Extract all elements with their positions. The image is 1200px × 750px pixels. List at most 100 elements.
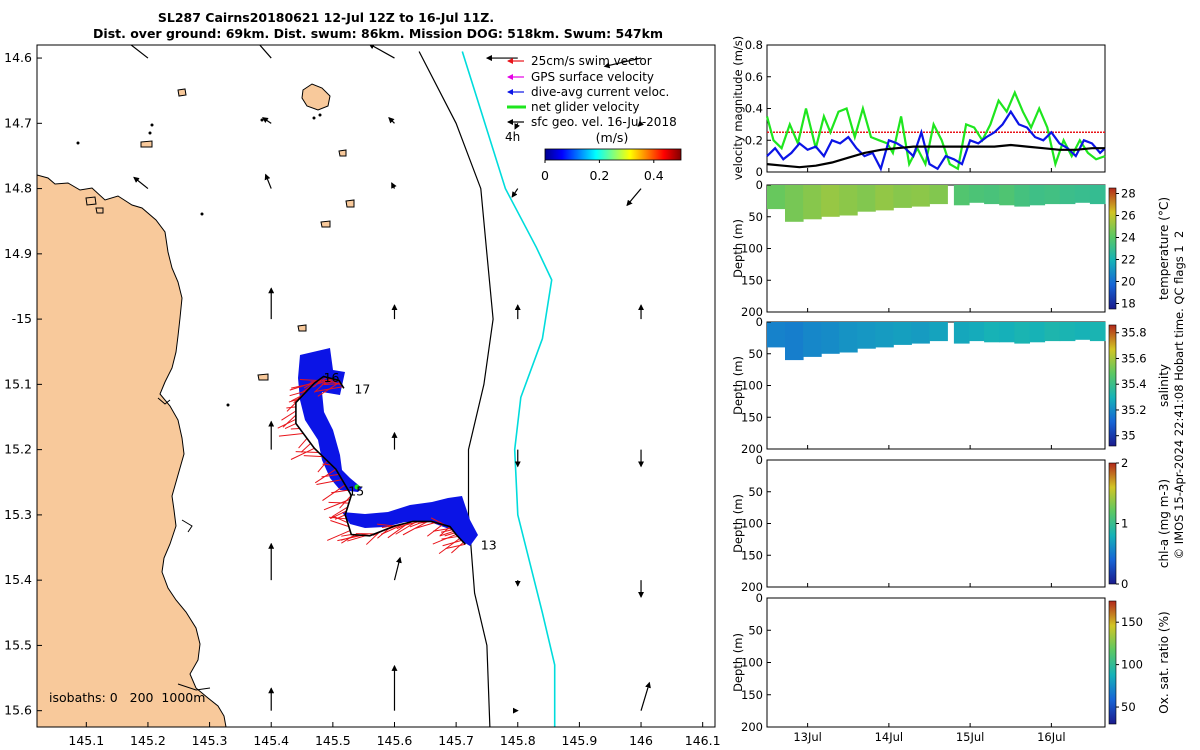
map-y-tick-label: -15	[12, 311, 32, 326]
swim-vector-arrow	[281, 410, 297, 421]
profile-colorbar	[1108, 600, 1117, 725]
map-x-tick-label: 146.1	[685, 733, 721, 748]
velocity-series-line	[765, 89, 1106, 171]
profile-cell	[785, 185, 804, 222]
profile-cell	[1014, 185, 1030, 207]
swim-vector-arrow	[409, 520, 425, 528]
profile-cell	[1044, 185, 1061, 205]
profile-cell	[1089, 185, 1106, 205]
map-y-tick-label: 14.7	[4, 115, 32, 130]
depth-tick-label: 200	[741, 442, 763, 456]
swim-vector-arrow	[330, 519, 350, 528]
day-label: 16	[324, 370, 340, 385]
map-x-tick-label: 145.2	[130, 733, 166, 748]
profile-cell	[1074, 185, 1091, 203]
depth-tick-label: 200	[741, 305, 763, 319]
depth-tick-label: 150	[741, 688, 763, 702]
map-y-tick-label: 14.8	[4, 181, 32, 196]
legend-glider-label: net glider velocity	[531, 100, 639, 114]
depth-tick-label: 50	[748, 485, 763, 499]
day-labels: 16 17 15 13	[324, 370, 497, 553]
glider-track-line	[295, 375, 466, 545]
swim-vector-arrow	[347, 535, 367, 542]
swim-vector-arrow	[439, 526, 451, 536]
profile-colorbar	[1108, 324, 1117, 447]
legend-swim-label: 25cm/s swim vector	[531, 54, 652, 68]
profile-cell	[857, 185, 876, 212]
swim-vector-arrow	[286, 402, 297, 412]
islet	[318, 113, 322, 117]
profile-panel: 0 50 100 150 200 Depth (m) 18 20 22 24 26 28 tempera…	[731, 178, 1171, 319]
islet	[226, 403, 230, 407]
depth-axis-label: Depth (m)	[731, 633, 745, 692]
geo-vector-arrow	[368, 45, 395, 59]
swim-vector-arrow	[445, 543, 466, 550]
island	[177, 88, 187, 97]
map-y-tick-label: 15.4	[4, 572, 32, 587]
swim-vector-arrow	[300, 443, 312, 453]
colorbar-tick-label: 35	[1121, 429, 1136, 443]
depth-axis-label: Depth (m)	[731, 356, 745, 415]
colorbar-tick-label: 2	[1121, 456, 1128, 470]
time-tick-label: 13Jul	[793, 730, 822, 744]
swim-vector-arrow	[451, 541, 464, 554]
geo-vector-arrow	[264, 173, 272, 189]
swim-vector-arrow	[303, 455, 324, 458]
profile-cell	[821, 322, 840, 354]
island	[85, 196, 97, 206]
geo-vector-arrow	[133, 176, 149, 190]
islet	[150, 123, 154, 127]
legend-current-label: dive-avg current veloc.	[531, 85, 669, 99]
map-y-tick-label: 14.9	[4, 246, 32, 261]
swim-vector-arrow	[438, 537, 461, 555]
depth-tick-label: 100	[741, 517, 763, 531]
map-x-tick-label: 146	[629, 733, 653, 748]
swim-vector-arrow	[432, 534, 457, 545]
swim-vector-arrow	[290, 427, 300, 430]
island	[338, 149, 347, 157]
velocity-y-tick-label: 0.6	[745, 70, 763, 84]
depth-tick-label: 0	[756, 315, 763, 329]
map-y-tick-label: 15.3	[4, 507, 32, 522]
geo-vector-arrow	[391, 182, 397, 189]
profile-cell	[893, 322, 912, 345]
colorbar-tick-label: 28	[1121, 187, 1136, 201]
map-x-tick-label: 145.7	[438, 733, 474, 748]
swim-vector-arrow	[312, 376, 327, 388]
depth-tick-label: 0	[756, 591, 763, 605]
geo-vector-arrow	[626, 188, 642, 207]
glider-position-marker	[354, 484, 360, 490]
profile-cell	[875, 185, 894, 211]
profile-cell	[1029, 322, 1046, 343]
profile-cell	[984, 322, 1000, 343]
island	[95, 207, 104, 214]
swim-vector-arrow	[284, 423, 297, 430]
swim-vector-arrow	[299, 379, 319, 381]
speed-colorbar-tick-label: 0	[541, 168, 549, 183]
velocity-y-tick-label: 0.4	[745, 102, 763, 116]
swim-vector-arrow	[314, 468, 337, 484]
colorbar-tick-label: 22	[1121, 253, 1136, 267]
velocity-y-tick-label: 0.2	[745, 133, 763, 147]
map-x-tick-label: 145.8	[500, 733, 536, 748]
depth-tick-label: 0	[756, 453, 763, 467]
colorbar-tick-label: 0	[1121, 577, 1128, 591]
profile-cell	[911, 185, 930, 207]
speed-colorbar-tick-label: 0.4	[644, 168, 664, 183]
islet	[312, 116, 316, 120]
geo-vector-arrow	[393, 556, 402, 581]
profile-cell	[929, 185, 948, 205]
profile-cell	[1044, 322, 1061, 342]
profile-cell	[911, 322, 930, 344]
swim-vector-arrow	[444, 532, 456, 537]
swim-vector-arrow	[289, 390, 308, 397]
profile-cell	[999, 185, 1015, 206]
swim-vector-arrow	[442, 539, 462, 547]
swim-vector-arrow	[377, 527, 390, 539]
geo-vector-arrow	[514, 123, 520, 130]
speed-colorbar-ticks: 0 0.2 0.4	[541, 160, 664, 183]
map-title-line1: SL287 Cairns20180621 12-Jul 12Z to 16-Ju…	[158, 10, 494, 25]
profile-cell	[803, 185, 822, 220]
colorbar-label: temperature (°C)	[1157, 197, 1171, 300]
